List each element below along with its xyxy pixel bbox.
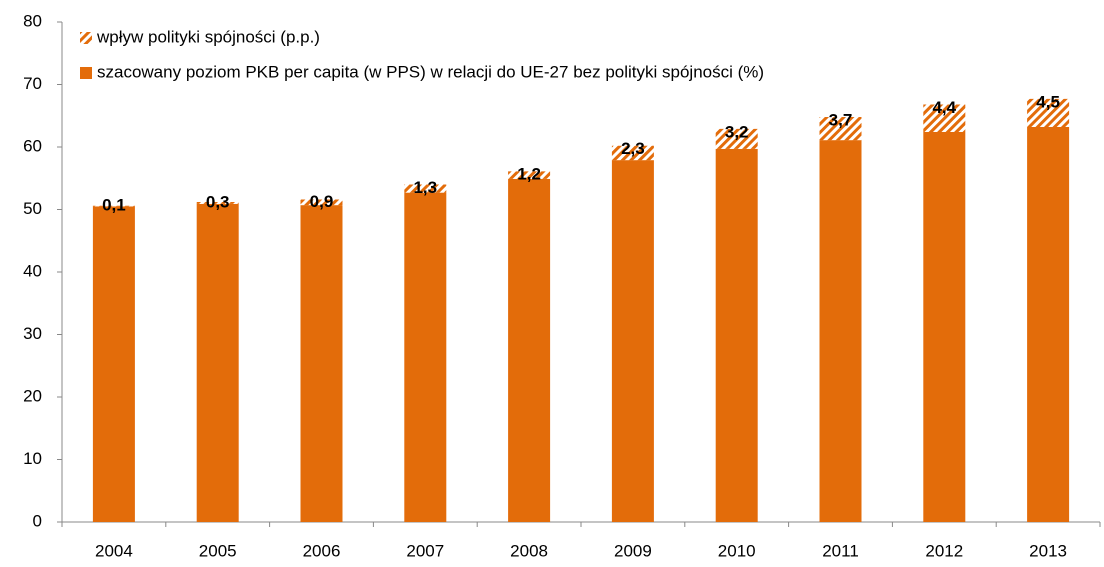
bar-segment — [819, 140, 862, 522]
legend-label: szacowany poziom PKB per capita (w PPS) … — [97, 62, 764, 81]
x-tick-label: 2007 — [406, 541, 444, 560]
x-tick-label: 2005 — [199, 541, 237, 560]
bar-segment — [404, 192, 447, 522]
data-label: 0,9 — [310, 192, 334, 211]
y-tick-label: 10 — [23, 449, 42, 468]
bar-segment — [715, 128, 758, 149]
y-tick-label: 50 — [23, 199, 42, 218]
x-tick-label: 2008 — [510, 541, 548, 560]
y-tick-label: 0 — [33, 511, 42, 530]
x-tick-label: 2012 — [925, 541, 963, 560]
y-tick-label: 40 — [23, 261, 42, 280]
data-label: 3,7 — [829, 110, 853, 129]
bar-segment — [1027, 98, 1070, 127]
y-tick-label: 30 — [23, 324, 42, 343]
data-label: 1,2 — [517, 165, 541, 184]
bar-segment — [196, 202, 239, 204]
x-tick-label: 2009 — [614, 541, 652, 560]
y-tick-label: 60 — [23, 136, 42, 155]
bar-segment — [92, 206, 135, 522]
data-label: 0,3 — [206, 192, 230, 211]
x-tick-label: 2010 — [718, 541, 756, 560]
data-label: 4,4 — [932, 98, 956, 117]
x-tick-label: 2004 — [95, 541, 133, 560]
bar-segment — [819, 117, 862, 141]
x-tick-label: 2011 — [822, 541, 859, 560]
bar-segment — [1027, 127, 1070, 522]
bar-segment — [92, 205, 135, 207]
data-label: 1,3 — [413, 178, 437, 197]
bar-segment — [611, 145, 654, 161]
y-tick-label: 70 — [23, 74, 42, 93]
data-label: 4,5 — [1036, 92, 1060, 111]
bar-segment — [404, 184, 447, 193]
bar-segment — [508, 171, 551, 179]
legend-swatch — [80, 32, 92, 44]
bar-segment — [508, 178, 551, 522]
data-label: 3,2 — [725, 122, 749, 141]
y-tick-label: 80 — [23, 11, 42, 30]
x-tick-label: 2006 — [303, 541, 341, 560]
bar-segment — [300, 205, 343, 522]
legend-swatch — [80, 67, 92, 79]
bar-segment — [196, 203, 239, 522]
x-tick-label: 2013 — [1029, 541, 1067, 560]
data-label: 2,3 — [621, 139, 645, 158]
y-tick-label: 20 — [23, 386, 42, 405]
bar-segment — [715, 148, 758, 522]
legend-label: wpływ polityki spójności (p.p.) — [96, 27, 320, 46]
bar-segment — [923, 104, 966, 132]
bar-segment — [923, 132, 966, 522]
bar-segment — [300, 199, 343, 206]
data-label: 0,1 — [102, 196, 126, 215]
bar-segment — [611, 160, 654, 522]
